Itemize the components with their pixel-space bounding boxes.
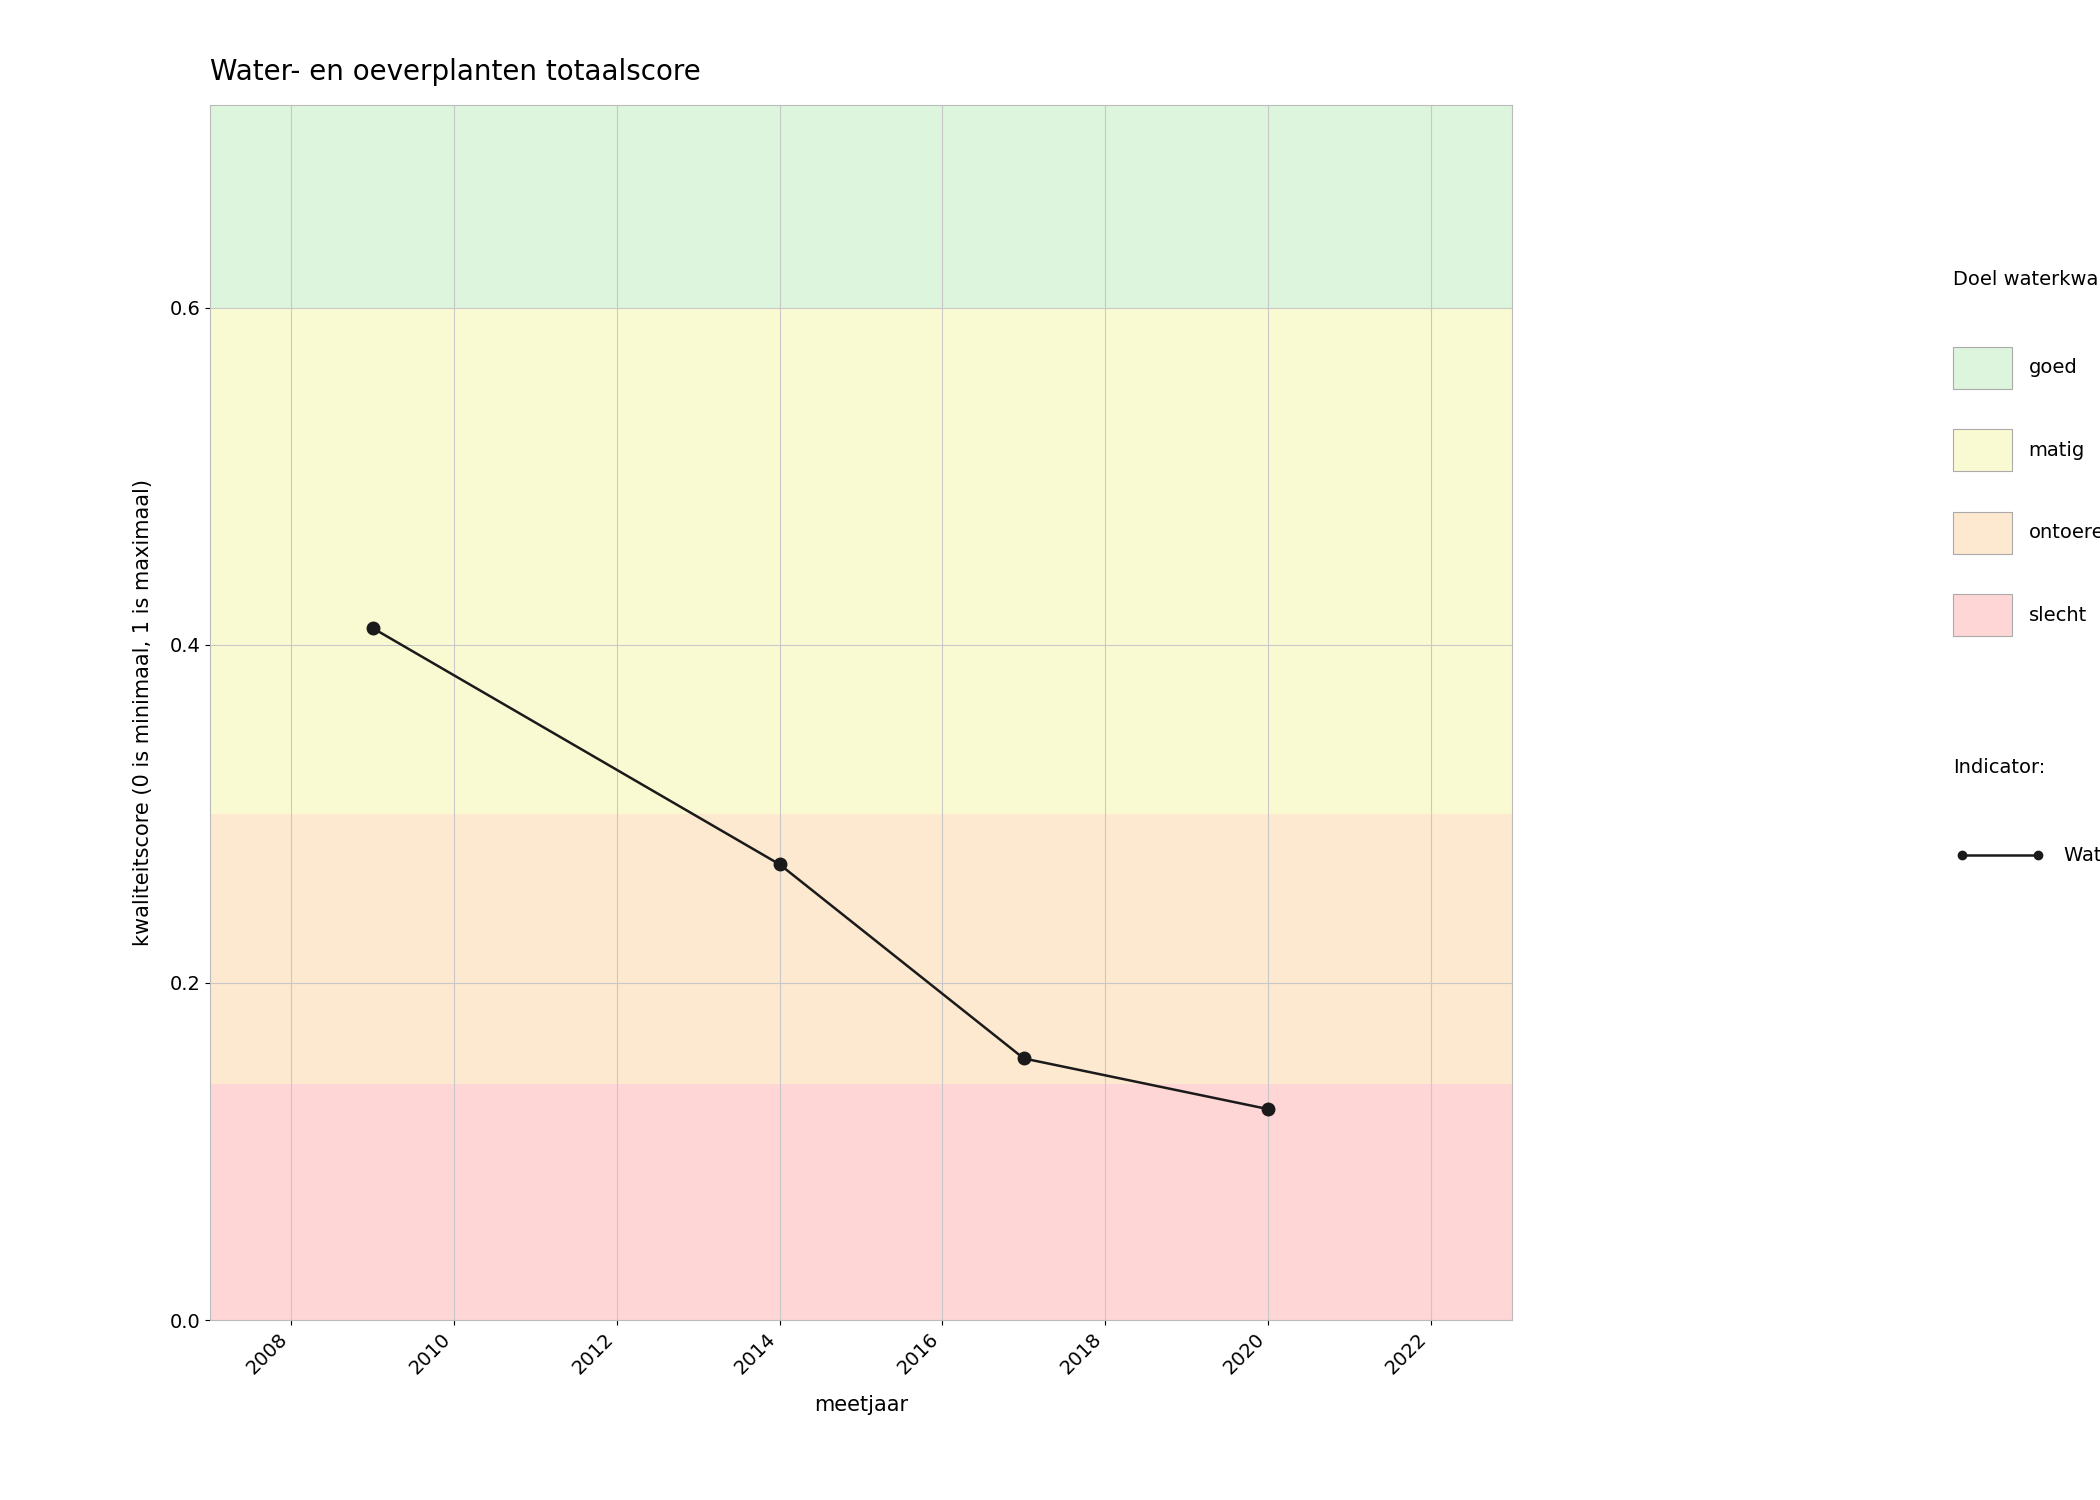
Text: matig: matig <box>2029 441 2085 459</box>
Text: goed: goed <box>2029 358 2077 376</box>
X-axis label: meetjaar: meetjaar <box>815 1395 907 1414</box>
Text: slecht: slecht <box>2029 606 2087 624</box>
Y-axis label: kwaliteitscore (0 is minimaal, 1 is maximaal): kwaliteitscore (0 is minimaal, 1 is maxi… <box>132 478 153 946</box>
Text: Water- en oeverplanten: Water- en oeverplanten <box>2064 846 2100 864</box>
Text: ontoereikend: ontoereikend <box>2029 524 2100 542</box>
Bar <box>210 308 1512 813</box>
Bar <box>210 105 1512 308</box>
Bar <box>210 813 1512 1083</box>
Text: Indicator:: Indicator: <box>1953 758 2045 777</box>
Bar <box>210 1083 1512 1320</box>
Text: Water- en oeverplanten totaalscore: Water- en oeverplanten totaalscore <box>210 58 701 86</box>
Text: Doel waterkwaliteit:: Doel waterkwaliteit: <box>1953 270 2100 290</box>
